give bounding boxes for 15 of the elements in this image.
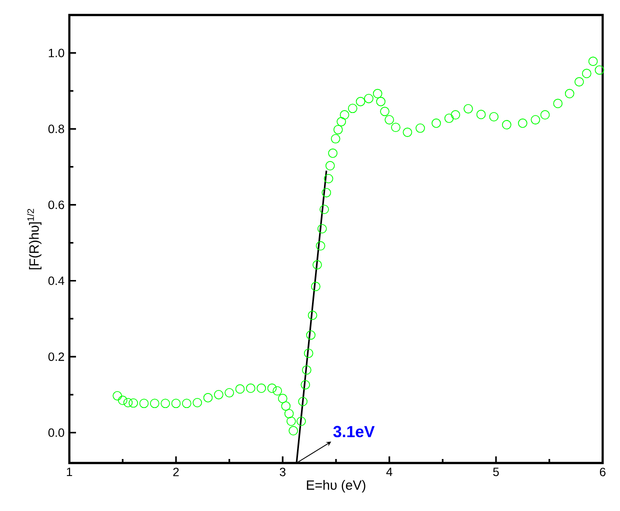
x-tick-label: 2	[173, 468, 179, 476]
y-tick-label: 0.8	[48, 124, 64, 134]
y-axis-title: [F(R)hυ]$^{1/2}$	[27, 208, 42, 270]
y-tick-label: 0.6	[48, 200, 64, 210]
y-tick-label: 1.0	[48, 48, 64, 58]
annotation: 3.1eV	[333, 426, 375, 438]
x-tick-label: 3	[280, 468, 286, 476]
y-tick-label: 0.0	[48, 428, 64, 437]
x-tick-label: 6	[600, 468, 606, 476]
x-tick-label: 5	[493, 468, 499, 476]
y-tick-label: 0.2	[48, 352, 64, 361]
x-tick-label: 4	[386, 468, 392, 476]
x-tick-label: 1	[66, 468, 72, 476]
x-axis-title: E=hυ (eV)	[306, 480, 366, 492]
y-tick-label: 0.4	[48, 276, 64, 286]
